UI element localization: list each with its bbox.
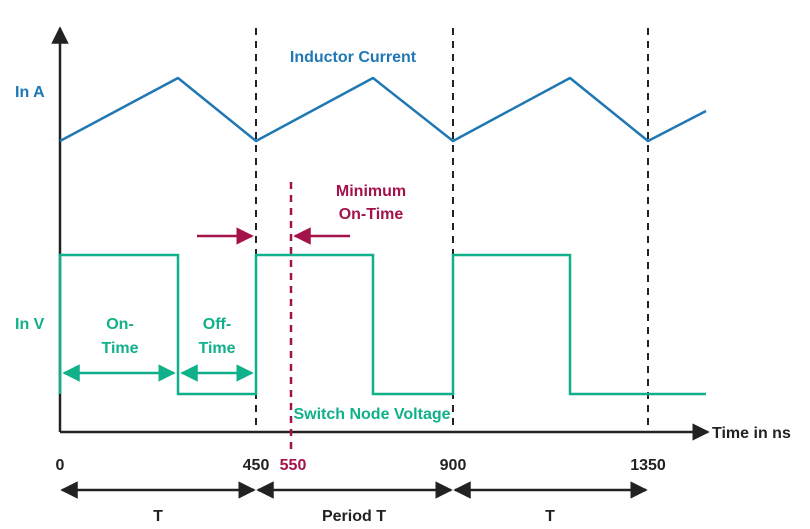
tick-label-0: 0: [56, 457, 65, 474]
tick-label-1350: 1350: [630, 457, 666, 474]
y-current-label: In A: [15, 84, 45, 101]
period-label-right: T: [545, 508, 555, 525]
tick-label-450: 450: [243, 457, 270, 474]
inductor-current-waveform: [59, 76, 707, 143]
period-label-middle: Period T: [322, 508, 386, 525]
y-voltage-label: In V: [15, 316, 45, 333]
inductor-current-label: Inductor Current: [290, 49, 417, 66]
off-time-label-line1: Off-: [203, 316, 231, 333]
on-time-label-line1: On-: [106, 316, 134, 333]
switch-node-voltage-waveform: [58, 253, 706, 396]
x-axis-label: Time in ns: [712, 425, 791, 442]
switch-node-voltage-label: Switch Node Voltage: [293, 406, 450, 423]
minimum-on-time-label-line2: On-Time: [339, 206, 404, 223]
off-time-label-line2: Time: [198, 340, 235, 357]
tick-label-900: 900: [440, 457, 467, 474]
on-time-label-line2: Time: [101, 340, 138, 357]
tick-label-550: 550: [280, 457, 307, 474]
period-label-left: T: [153, 508, 163, 525]
minimum-on-time-label-line1: Minimum: [336, 183, 406, 200]
